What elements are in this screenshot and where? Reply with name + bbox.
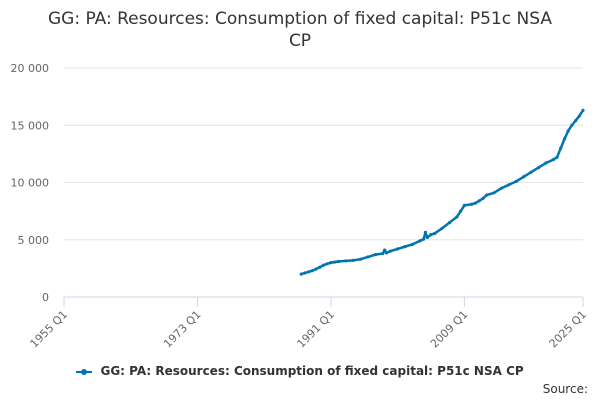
data-point — [329, 261, 333, 265]
data-point — [388, 249, 392, 253]
data-point — [440, 226, 444, 230]
data-point — [325, 262, 329, 266]
source-label: Source: — [542, 382, 588, 396]
grid-lines — [64, 67, 583, 241]
data-point — [477, 199, 481, 203]
data-point — [481, 196, 485, 201]
series-layer — [299, 108, 585, 276]
data-point — [507, 183, 511, 187]
data-point — [314, 267, 318, 271]
data-point — [396, 247, 400, 251]
data-point — [425, 235, 429, 240]
legend[interactable]: GG: PA: Resources: Consumption of fixed … — [0, 364, 600, 378]
data-point — [522, 175, 526, 179]
data-point — [551, 158, 555, 162]
data-point — [562, 137, 567, 141]
data-point — [492, 191, 496, 195]
data-point — [429, 233, 433, 237]
series-line — [300, 109, 585, 276]
data-point — [310, 269, 314, 273]
data-point — [470, 202, 474, 206]
data-point — [423, 230, 428, 234]
data-point — [358, 257, 363, 261]
data-point — [366, 255, 370, 259]
data-point — [381, 251, 385, 256]
legend-line-symbol-icon — [76, 367, 93, 377]
data-point — [383, 248, 387, 252]
x-tick-label: 2025 Q1 — [547, 308, 590, 351]
data-point — [473, 201, 478, 205]
data-point — [514, 179, 518, 183]
data-point — [544, 161, 548, 165]
data-point — [318, 265, 322, 269]
data-point — [555, 155, 559, 159]
data-point — [421, 237, 426, 241]
legend-label: GG: PA: Resources: Consumption of fixed … — [100, 364, 524, 378]
chart-title-line-2: CP — [288, 31, 312, 51]
data-point — [333, 260, 337, 264]
x-tick-label: 1955 Q1 — [28, 308, 71, 351]
data-point — [581, 108, 585, 112]
data-point — [307, 270, 311, 274]
chart-title: GG: PA: Resources: Consumption of fixed … — [0, 8, 600, 52]
axes: 0 5 000 10 000 15 000 20 000 1955 Q1 1973 Q1 19… — [11, 62, 590, 350]
data-point — [303, 271, 307, 275]
y-tick-label: 5 000 — [18, 234, 50, 247]
data-point — [566, 129, 570, 133]
data-point — [384, 251, 389, 255]
data-point — [529, 170, 533, 174]
data-point — [573, 119, 578, 123]
data-point — [410, 242, 415, 246]
data-point — [418, 239, 422, 243]
data-point — [351, 258, 355, 262]
data-point — [559, 146, 563, 150]
data-point — [536, 166, 541, 170]
data-point — [577, 114, 581, 118]
x-tick-label: 1973 Q1 — [161, 308, 204, 351]
y-tick-label: 15 000 — [11, 119, 50, 132]
data-point — [499, 186, 504, 190]
data-point — [373, 253, 377, 257]
x-tick-label: 2009 Q1 — [428, 308, 471, 351]
data-point — [462, 203, 466, 207]
y-tick-label: 20 000 — [11, 62, 50, 75]
data-point — [321, 263, 326, 267]
y-tick-label: 0 — [42, 291, 49, 304]
data-point — [485, 193, 489, 197]
data-point — [447, 220, 452, 225]
y-tick-label: 10 000 — [11, 177, 50, 190]
data-point — [299, 272, 303, 276]
chart-title-line-1: GG: PA: Resources: Consumption of fixed … — [47, 9, 553, 29]
data-point — [336, 259, 340, 264]
x-tick-label: 1991 Q1 — [294, 308, 337, 351]
data-point — [455, 215, 459, 219]
data-point — [570, 123, 574, 127]
data-point — [344, 259, 348, 263]
data-point — [459, 209, 463, 213]
data-point — [433, 231, 437, 236]
data-point — [403, 245, 407, 249]
